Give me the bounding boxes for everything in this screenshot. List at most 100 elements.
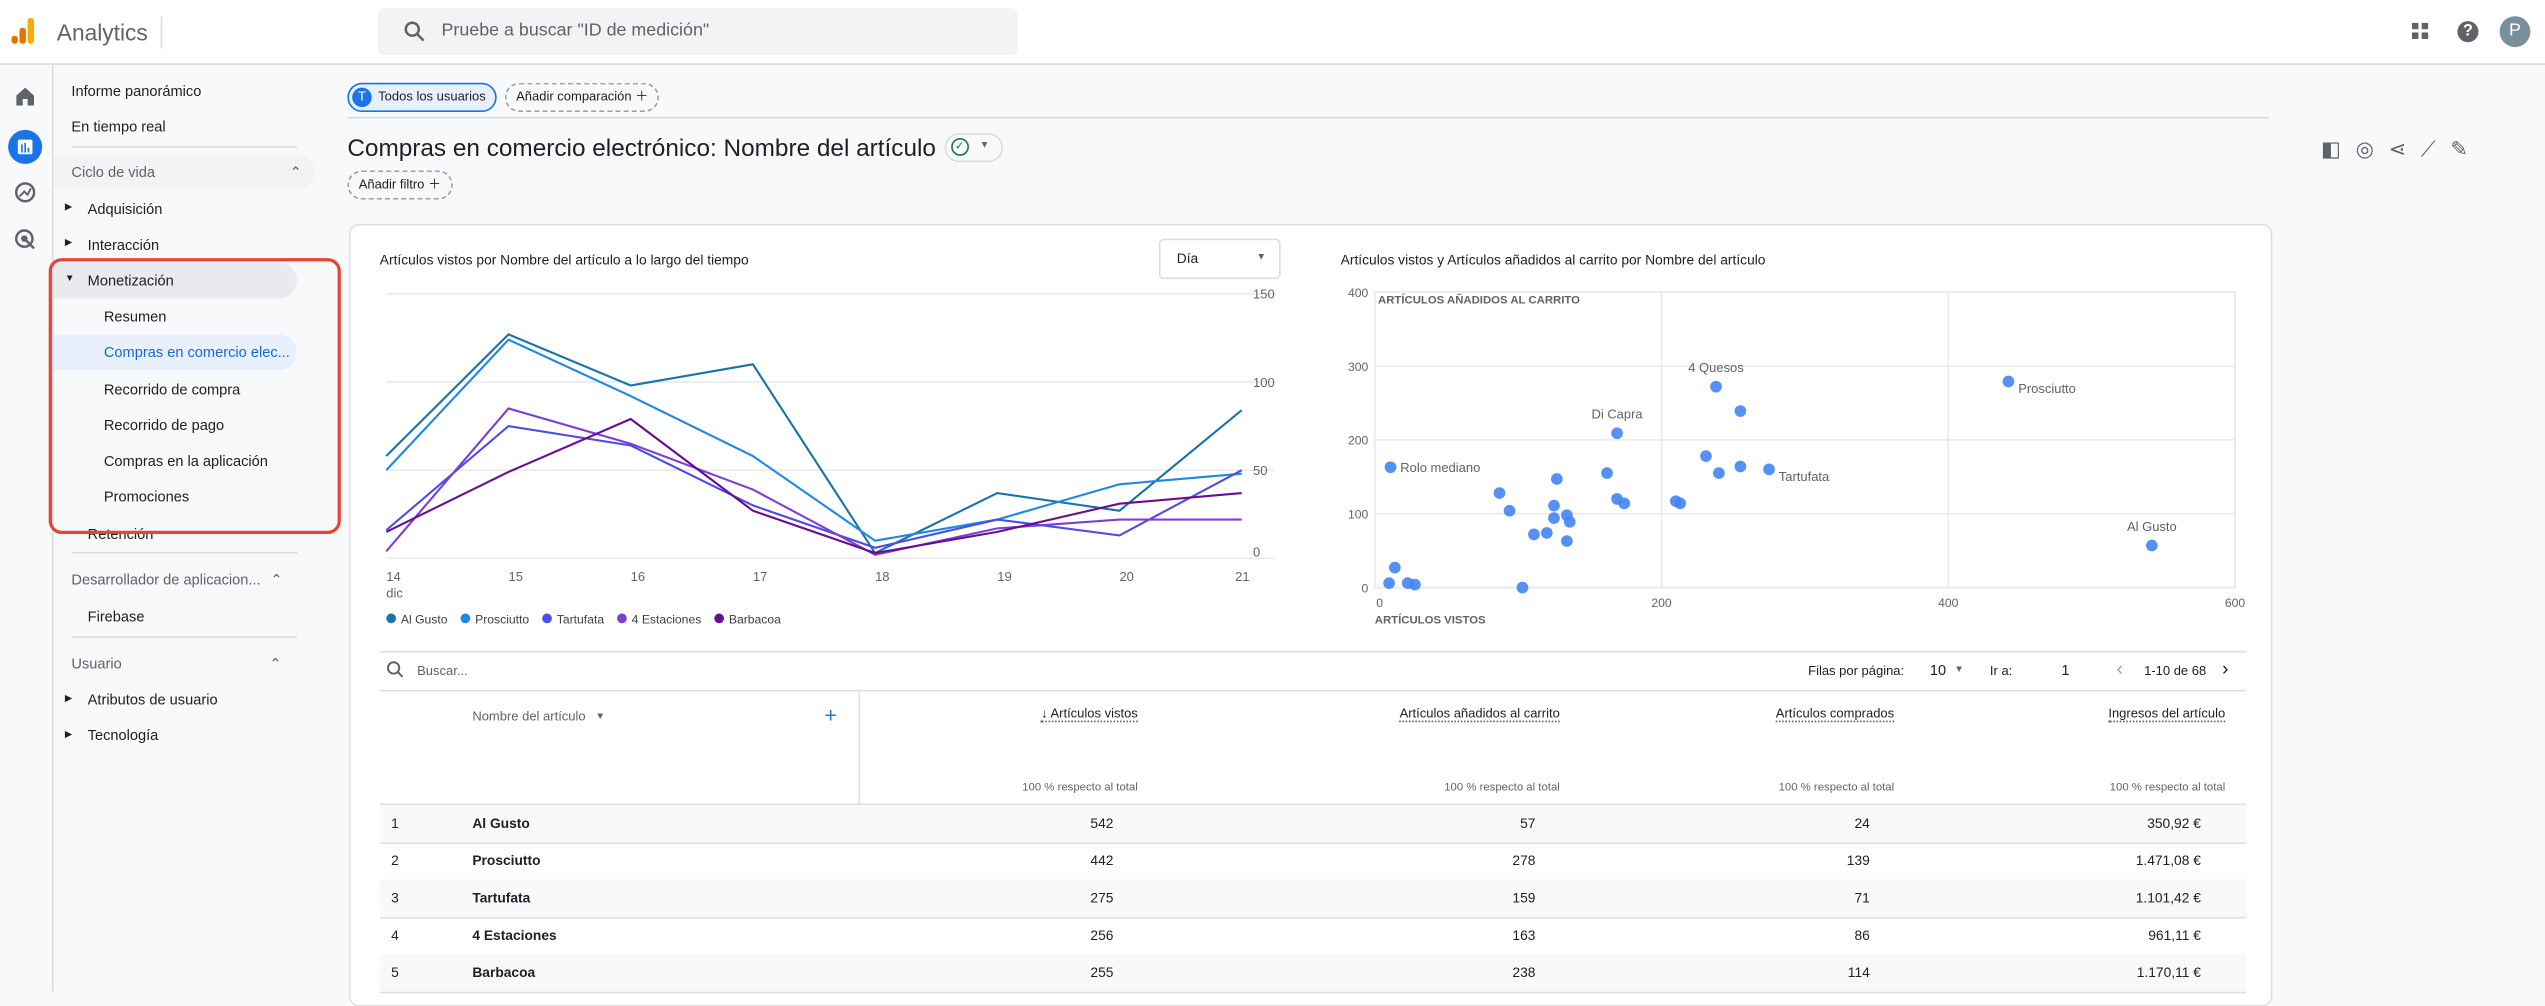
cell-purchased: 114 <box>1847 964 1870 981</box>
table-row[interactable]: 5 Barbacoa 255 238 114 1.170,11 € <box>379 954 2247 994</box>
nav-sub-purchase-journey[interactable]: Recorrido de compra <box>103 381 241 398</box>
legend-label: 4 Estaciones <box>632 612 702 626</box>
table-row[interactable]: 4 4 Estaciones 256 163 86 961,11 € <box>379 917 2247 957</box>
cell-revenue: 350,92 € <box>2147 814 2201 832</box>
scatter-point <box>1763 463 1775 476</box>
row-index: 2 <box>391 852 399 869</box>
nav-sub-summary[interactable]: Resumen <box>103 308 167 325</box>
col-header-views[interactable]: ↓ Artículos vistos <box>1041 706 1138 723</box>
x-tick-label: 19 <box>997 569 1011 584</box>
add-comparison-button[interactable]: Añadir comparación ＋ <box>504 82 660 112</box>
explore-icon[interactable] <box>15 182 36 203</box>
legend-marker <box>542 613 552 624</box>
home-icon[interactable] <box>16 87 35 106</box>
nav-item-user-attributes[interactable]: Atributos de usuario <box>87 691 218 708</box>
insights-icon[interactable]: ◎ <box>2355 136 2389 161</box>
nav-item-acquisition[interactable]: Adquisición <box>87 201 163 218</box>
table-row[interactable]: 1 Al Gusto 542 57 24 350,92 € <box>379 805 2247 845</box>
compare-icon[interactable]: ◧ <box>2321 136 2356 161</box>
legend-label: Al Gusto <box>401 612 448 626</box>
table-search-input[interactable]: Buscar... <box>417 663 468 679</box>
apps-grid-icon[interactable] <box>2411 22 2430 41</box>
nav-item-monetization[interactable]: Monetización <box>87 272 174 289</box>
table-row[interactable]: 2 Prosciutto 442 278 139 1.471,08 € <box>379 842 2247 882</box>
divider <box>858 689 861 804</box>
section-user[interactable]: Usuario <box>71 655 122 672</box>
reports-icon[interactable] <box>8 129 43 164</box>
nav-item-monetization-bg <box>53 262 298 299</box>
scatter-point <box>1674 497 1686 510</box>
add-dimension-icon[interactable]: + <box>824 702 837 728</box>
nav-sub-promotions[interactable]: Promociones <box>103 488 190 505</box>
scatter-point <box>1561 535 1573 547</box>
x-tick-label: 14 <box>386 569 400 584</box>
granularity-select[interactable]: Día ▼ <box>1158 238 1281 280</box>
cell-views: 255 <box>1090 964 1114 981</box>
nav-item-technology[interactable]: Tecnología <box>87 727 159 744</box>
scatter-point <box>1383 577 1395 589</box>
edit-icon[interactable]: ✎ <box>2450 136 2483 161</box>
status-dropdown[interactable]: ✓ ▼ <box>944 133 1003 163</box>
cell-views: 256 <box>1090 926 1114 944</box>
caret-down-icon: ▼ <box>595 711 606 722</box>
y-tick-label: 50 <box>1253 463 1267 478</box>
prev-page-icon[interactable]: ‹ <box>2116 657 2124 681</box>
add-filter-button[interactable]: Añadir filtro ＋ <box>347 170 453 200</box>
col-header-added-to-cart[interactable]: Artículos añadidos al carrito <box>1399 706 1560 723</box>
nav-sub-checkout-journey[interactable]: Recorrido de pago <box>103 417 225 434</box>
nav-sub-inapp[interactable]: Compras en la aplicación <box>103 452 268 470</box>
scatter-point <box>1563 515 1576 528</box>
cell-added-to-cart: 57 <box>1520 814 1536 832</box>
scatter-point <box>1734 460 1747 473</box>
nav-item-engagement[interactable]: Interacción <box>87 236 160 254</box>
col-header-item-name[interactable]: Nombre del artículo ▼ <box>472 709 605 724</box>
cell-added-to-cart: 163 <box>1512 926 1536 944</box>
help-icon[interactable]: ? <box>2457 21 2479 43</box>
point-label: Al Gusto <box>2127 519 2177 534</box>
col-header-purchased[interactable]: Artículos comprados <box>1775 706 1895 723</box>
share-icon[interactable]: ⋖ <box>2388 136 2421 161</box>
item-name: Barbacoa <box>472 964 536 981</box>
advertising-icon[interactable] <box>15 229 36 250</box>
divider <box>160 16 163 49</box>
nav-sub-ecommerce[interactable]: Compras en comercio elec... <box>103 344 290 361</box>
x-axis-label: ARTÍCULOS VISTOS <box>1375 613 1486 626</box>
sort-down-icon: ↓ <box>1041 706 1051 721</box>
caret-down-icon: ▼ <box>64 274 75 285</box>
series-line-4-estaciones <box>385 407 1242 556</box>
scatter-point <box>2146 539 2158 552</box>
legend-marker <box>617 613 627 624</box>
y-tick-label: 150 <box>1253 287 1275 302</box>
highlight-box <box>48 258 341 534</box>
x-tick-sublabel: dic <box>386 585 403 600</box>
divider <box>379 650 2247 653</box>
scatter-point <box>1503 504 1516 517</box>
top-bar: Analytics Pruebe a buscar "ID de medició… <box>0 0 2545 65</box>
cell-added-to-cart: 159 <box>1512 889 1536 906</box>
caret-down-icon: ▼ <box>1954 665 1964 676</box>
y-axis-label: ARTÍCULOS AÑADIDOS AL CARRITO <box>1378 294 1580 307</box>
search-input[interactable]: Pruebe a buscar "ID de medición" <box>378 8 1018 56</box>
segment-label: Todos los usuarios <box>378 89 486 104</box>
nav-item-firebase[interactable]: Firebase <box>87 608 145 625</box>
trend-icon[interactable]: ⟋ <box>2420 136 2451 161</box>
rows-per-page-select[interactable]: 10 <box>1929 662 1947 679</box>
nav-item-realtime[interactable]: En tiempo real <box>71 118 166 135</box>
legend-marker <box>714 613 725 624</box>
nav-item-overview[interactable]: Informe panorámico <box>71 82 202 100</box>
caret-down-icon: ▼ <box>1256 253 1267 263</box>
next-page-icon[interactable]: › <box>2222 657 2229 681</box>
avatar[interactable]: P <box>2499 16 2531 48</box>
cell-purchased: 71 <box>1854 889 1870 906</box>
table-row[interactable]: 3 Tartufata 275 159 71 1.101,42 € <box>379 879 2247 919</box>
section-developer[interactable]: Desarrollador de aplicacion... ⌃ <box>71 571 282 589</box>
scatter-point <box>1601 467 1613 479</box>
row-index: 4 <box>391 926 399 944</box>
y-tick-label: 200 <box>1348 434 1369 448</box>
col-header-label: Artículos vistos <box>1050 706 1138 721</box>
goto-input[interactable]: 1 <box>2061 662 2070 679</box>
segment-chip[interactable]: T Todos los usuarios <box>347 82 498 112</box>
col-header-revenue[interactable]: Ingresos del artículo <box>2108 706 2226 723</box>
section-lifecycle[interactable]: Ciclo de vida ⌃ <box>53 155 315 189</box>
y-tick-label: 400 <box>1348 286 1369 300</box>
